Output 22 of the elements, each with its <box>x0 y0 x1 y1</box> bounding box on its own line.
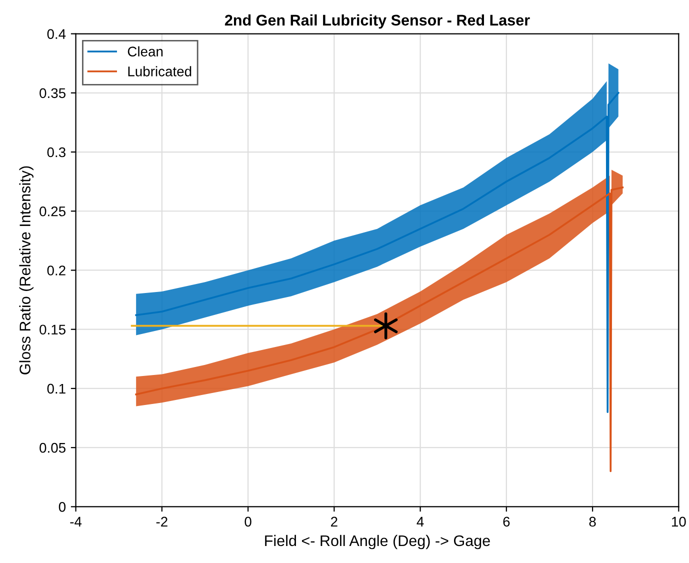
y-tick-label: 0.4 <box>47 29 66 39</box>
legend-label: Clean <box>128 46 163 56</box>
x-tick-label: -4 <box>70 516 82 526</box>
y-tick-label: 0.15 <box>40 324 66 335</box>
x-tick-label: 8 <box>589 516 596 527</box>
x-axis-title: Field <- Roll Angle (Deg) -> Gage <box>265 534 490 550</box>
y-tick-label: 0.35 <box>40 88 66 98</box>
chart-title: 2nd Gen Rail Lubricity Sensor - Red Laser <box>224 14 530 29</box>
legend-label: Lubricated <box>128 66 192 76</box>
x-tick-label: 2 <box>331 516 338 526</box>
x-tick-label: 10 <box>672 516 686 527</box>
y-axis-title: Gloss Ratio (Relative Intensity) <box>19 166 34 374</box>
x-tick-label: 4 <box>416 516 424 526</box>
y-tick-label: 0.05 <box>40 442 66 453</box>
x-tick-label: -2 <box>156 516 168 526</box>
y-tick-label: 0.2 <box>47 266 66 276</box>
y-tick-label: 0.1 <box>47 384 66 394</box>
y-tick-label: 0 <box>58 502 66 512</box>
x-tick-label: 0 <box>244 516 252 527</box>
x-tick-label: 6 <box>503 516 510 527</box>
y-tick-label: 0.3 <box>47 147 66 158</box>
y-tick-label: 0.25 <box>40 206 66 216</box>
